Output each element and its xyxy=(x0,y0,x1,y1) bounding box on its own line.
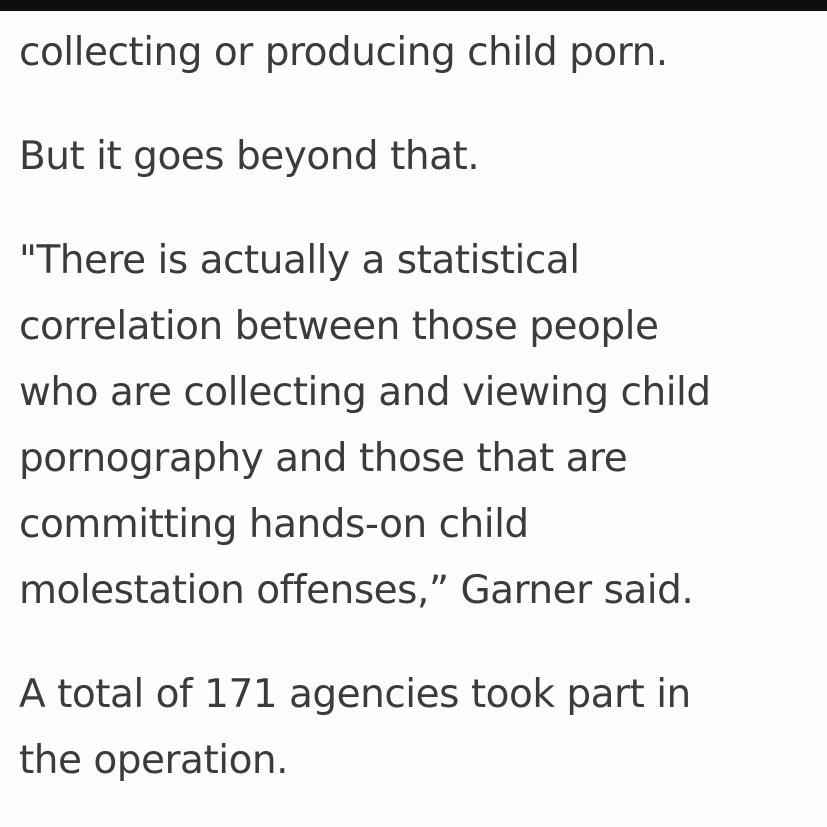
text-line: But it goes beyond that. xyxy=(19,134,480,179)
text-line: the operation. xyxy=(19,738,289,783)
text-line: "There is actually a statistical xyxy=(19,238,580,283)
text-line: committing hands-on child xyxy=(19,502,529,547)
paragraph-1: collecting or producing child porn. xyxy=(19,20,809,86)
text-line: A total of 171 agencies took part in xyxy=(19,672,691,717)
paragraph-4: A total of 171 agencies took part in the… xyxy=(19,662,809,794)
article-body: collecting or producing child porn. But … xyxy=(19,20,809,794)
paragraph-spacer xyxy=(19,624,809,662)
text-line: pornography and those that are xyxy=(19,436,628,481)
paragraph-3-quote: "There is actually a statistical correla… xyxy=(19,228,809,624)
paragraph-spacer xyxy=(19,190,809,228)
paragraph-2: But it goes beyond that. xyxy=(19,124,809,190)
text-line: molestation offenses,” Garner said. xyxy=(19,568,694,613)
text-line: collecting or producing child porn. xyxy=(19,30,668,75)
top-bar xyxy=(0,0,827,11)
text-line: who are collecting and viewing child xyxy=(19,370,711,415)
paragraph-spacer xyxy=(19,86,809,124)
text-line: correlation between those people xyxy=(19,304,659,349)
